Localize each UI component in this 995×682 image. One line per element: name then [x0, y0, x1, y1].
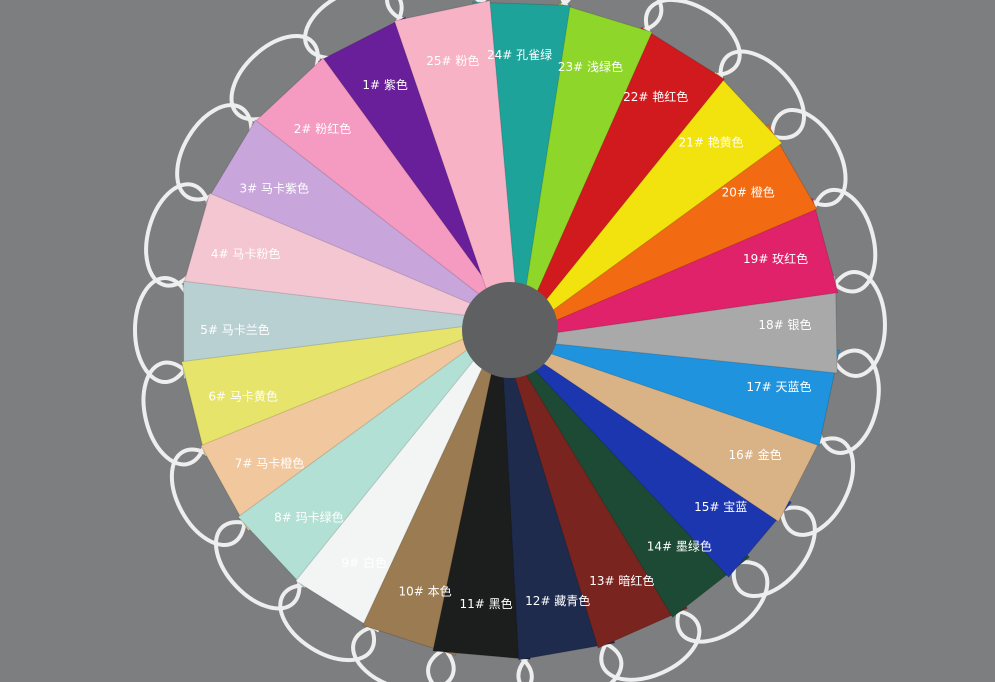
bag-label: 4# 马卡粉色: [211, 247, 281, 261]
center-hub: [462, 282, 558, 378]
bag-label: 15# 宝蓝: [694, 500, 747, 514]
bag-label: 3# 马卡紫色: [240, 181, 310, 195]
bag-label: 25# 粉色: [426, 54, 479, 68]
bag-label: 11# 黑色: [459, 597, 512, 611]
bag-label: 2# 粉红色: [294, 121, 352, 136]
bag-label: 10# 本色: [398, 585, 451, 599]
bag-label: 21# 艳黄色: [679, 134, 744, 149]
bag-label: 9# 白色: [342, 555, 388, 570]
bag-label: 20# 橙色: [722, 185, 775, 200]
bag-label: 6# 马卡黄色: [208, 390, 278, 404]
bag-label: 17# 天蓝色: [746, 380, 811, 394]
bag-label: 22# 艳红色: [623, 89, 688, 104]
bag-labels: 1# 紫色 2# 粉红色 3# 马卡紫色 4# 马卡粉色 5# 马卡兰色 6# 马卡黄色 7…: [200, 47, 811, 611]
bags: [180, 0, 840, 661]
bag-label: 24# 孔雀绿: [487, 47, 552, 62]
bag-label: 14# 墨绿色: [647, 539, 712, 554]
bag-label: 18# 银色: [758, 318, 811, 332]
bag-label: 16# 金色: [728, 447, 781, 462]
bag-label: 13# 暗红色: [589, 573, 654, 588]
bag-label: 7# 马卡橙色: [235, 455, 305, 470]
bag-label: 23# 浅绿色: [558, 59, 623, 74]
bag-label: 19# 玫红色: [743, 251, 808, 266]
bag-label: 5# 马卡兰色: [200, 323, 270, 337]
bag-label: 1# 紫色: [362, 78, 408, 92]
bag-label: 12# 藏青色: [525, 594, 590, 608]
bag-label: 8# 玛卡绿色: [274, 510, 344, 525]
